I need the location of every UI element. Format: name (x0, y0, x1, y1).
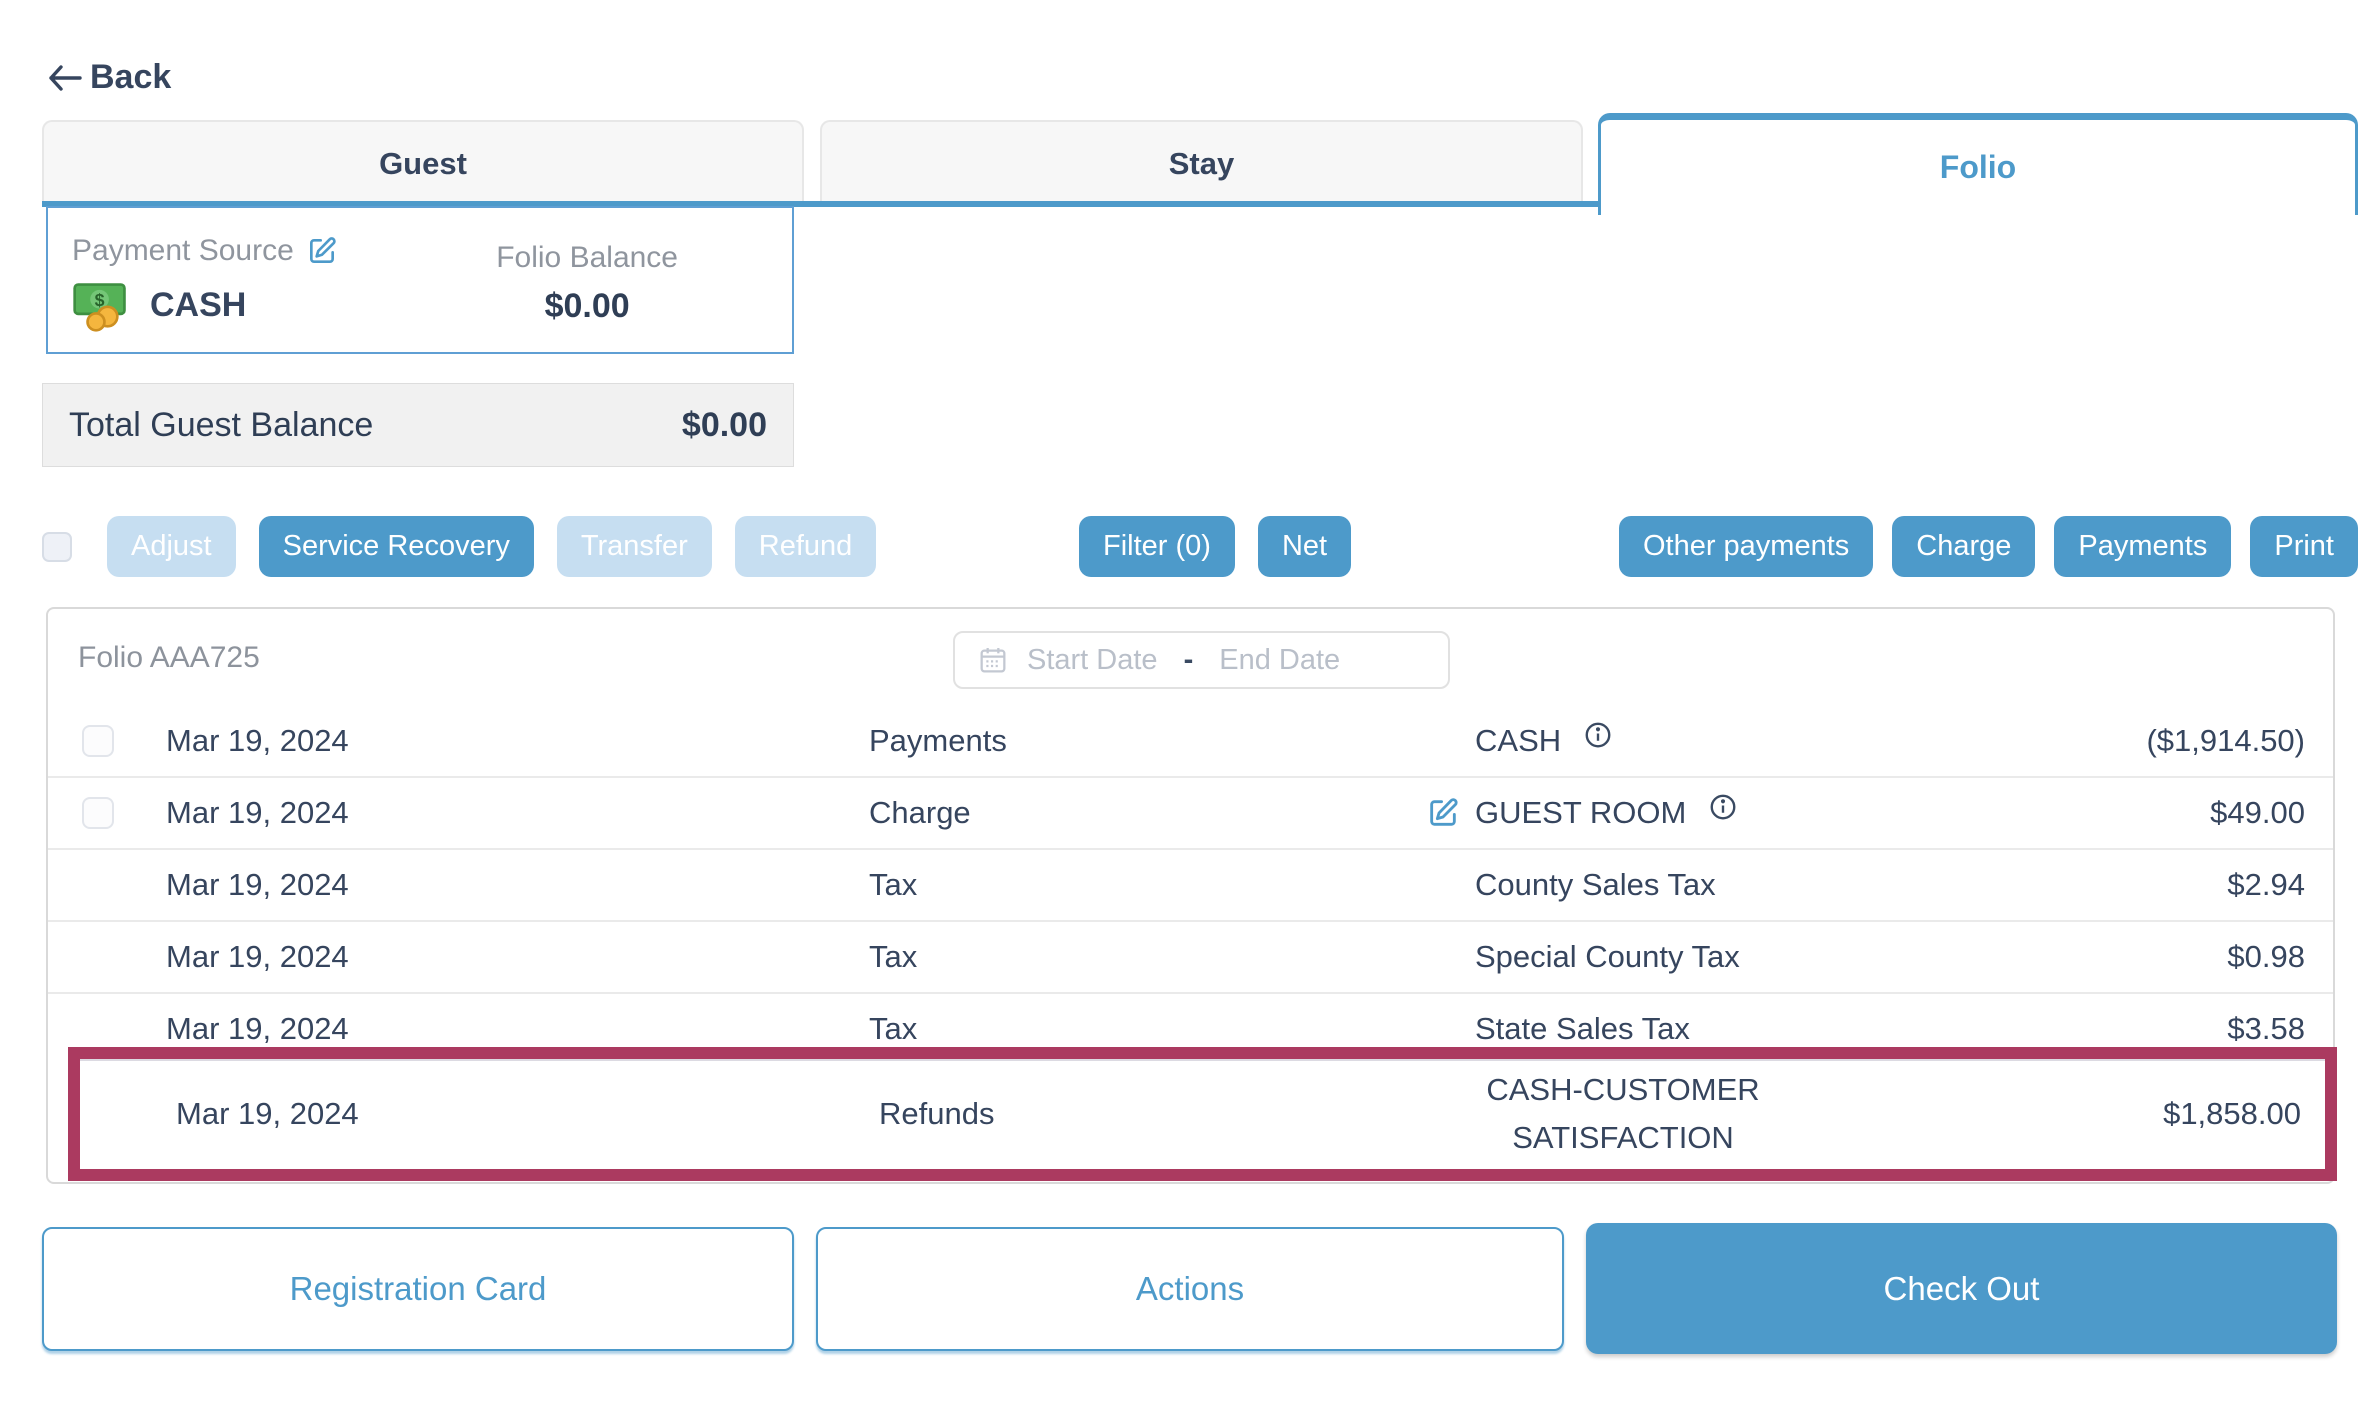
folio-balance-value: $0.00 (544, 286, 630, 325)
row-description: CASH-CUSTOMER SATISFACTION (1486, 1072, 1760, 1155)
registration-card-button[interactable]: Registration Card (42, 1227, 794, 1351)
back-button[interactable]: Back (48, 58, 171, 97)
row-amount: $49.00 (2210, 795, 2305, 830)
net-button[interactable]: Net (1257, 516, 1352, 577)
row-description: GUEST ROOM (1475, 795, 1687, 830)
folio-balance-label: Folio Balance (496, 240, 678, 274)
total-guest-balance-value: $0.00 (681, 405, 767, 444)
tab-guest[interactable]: Guest (42, 120, 804, 206)
charge-button[interactable]: Charge (1892, 516, 2036, 577)
row-amount: $0.98 (2227, 939, 2305, 974)
tab-guest-label: Guest (379, 146, 467, 181)
row-amount: $3.58 (2227, 1011, 2305, 1046)
row-checkbox[interactable] (82, 797, 114, 829)
payment-source-label: Payment Source (72, 234, 294, 267)
table-row: Mar 19, 2024 Refunds CASH-CUSTOMER SATIS… (80, 1061, 2325, 1167)
calendar-icon (977, 643, 1009, 677)
row-amount: ($1,914.50) (2146, 723, 2305, 758)
registration-card-label: Registration Card (289, 1270, 547, 1307)
info-icon[interactable] (1708, 792, 1738, 822)
back-label: Back (90, 58, 172, 96)
actions-bar: Adjust Service Recovery Transfer Refund … (0, 516, 2380, 577)
highlighted-refund-row: Mar 19, 2024 Refunds CASH-CUSTOMER SATIS… (68, 1047, 2337, 1181)
tab-stay[interactable]: Stay (820, 120, 1583, 206)
folio-rows: Mar 19, 2024 Payments CASH ($1,914.50) M… (48, 706, 2333, 1064)
folio-panel: Folio AAA725 Start Date - End Date Mar 1… (46, 607, 2337, 1184)
filter-button[interactable]: Filter (0) (1079, 516, 1235, 577)
check-out-button[interactable]: Check Out (1586, 1223, 2337, 1354)
other-payments-button[interactable]: Other payments (1618, 516, 1874, 577)
row-date: Mar 19, 2024 (166, 723, 349, 758)
folio-title: Folio AAA725 (78, 641, 260, 674)
row-type: Charge (869, 795, 971, 830)
row-type: Payments (869, 723, 1007, 758)
table-row: Mar 19, 2024 Tax State Sales Tax $3.58 (48, 994, 2333, 1064)
back-arrow-icon (48, 64, 82, 92)
table-row: Mar 19, 2024 Tax County Sales Tax $2.94 (48, 850, 2333, 922)
payments-button[interactable]: Payments (2054, 516, 2232, 577)
row-type: Tax (869, 1011, 918, 1046)
date-range-separator: - (1183, 643, 1194, 676)
row-description: CASH (1475, 723, 1562, 758)
tab-folio[interactable]: Folio (1598, 113, 2358, 215)
tab-folio-label: Folio (1939, 149, 2017, 185)
row-type: Tax (869, 939, 918, 974)
actions-label: Actions (1135, 1270, 1245, 1307)
end-date-input[interactable]: End Date (1219, 643, 1341, 676)
row-description: Special County Tax (1475, 939, 1740, 974)
edit-payment-source-icon[interactable] (306, 235, 338, 267)
total-guest-balance: Total Guest Balance $0.00 (42, 383, 794, 467)
date-range-filter[interactable]: Start Date - End Date (953, 631, 1450, 689)
transfer-button[interactable]: Transfer (556, 516, 712, 577)
row-description: County Sales Tax (1475, 867, 1716, 902)
check-out-label: Check Out (1883, 1269, 2040, 1307)
payment-source-card: Payment Source $ CASH Folio Balance $0.0… (46, 206, 794, 354)
start-date-input[interactable]: Start Date (1027, 643, 1158, 676)
service-recovery-button[interactable]: Service Recovery (258, 516, 534, 577)
actions-button[interactable]: Actions (816, 1227, 1564, 1351)
row-type: Tax (869, 867, 918, 902)
print-button[interactable]: Print (2250, 516, 2358, 577)
row-date: Mar 19, 2024 (166, 939, 349, 974)
tab-active-underline (42, 201, 1598, 207)
row-amount: $1,858.00 (2163, 1096, 2301, 1131)
row-type: Refunds (879, 1096, 995, 1131)
payment-method-value: CASH (150, 285, 247, 324)
svg-text:$: $ (95, 290, 105, 310)
row-amount: $2.94 (2227, 867, 2305, 902)
table-row: Mar 19, 2024 Tax Special County Tax $0.9… (48, 922, 2333, 994)
adjust-button[interactable]: Adjust (107, 516, 236, 577)
table-row: Mar 19, 2024 Payments CASH ($1,914.50) (48, 706, 2333, 778)
total-guest-balance-label: Total Guest Balance (69, 405, 374, 444)
row-checkbox[interactable] (82, 725, 114, 757)
cash-icon: $ (72, 278, 136, 332)
edit-charge-icon[interactable] (1426, 796, 1460, 830)
refund-button[interactable]: Refund (734, 516, 877, 577)
row-description: State Sales Tax (1475, 1011, 1690, 1046)
row-divider (80, 1059, 2325, 1061)
info-icon[interactable] (1583, 720, 1613, 750)
row-date: Mar 19, 2024 (166, 795, 349, 830)
select-all-checkbox[interactable] (42, 531, 72, 562)
tab-stay-label: Stay (1168, 146, 1235, 181)
row-date: Mar 19, 2024 (176, 1096, 359, 1131)
row-date: Mar 19, 2024 (166, 867, 349, 902)
table-row: Mar 19, 2024 Charge GUEST ROOM $49.00 (48, 778, 2333, 850)
row-date: Mar 19, 2024 (166, 1011, 349, 1046)
